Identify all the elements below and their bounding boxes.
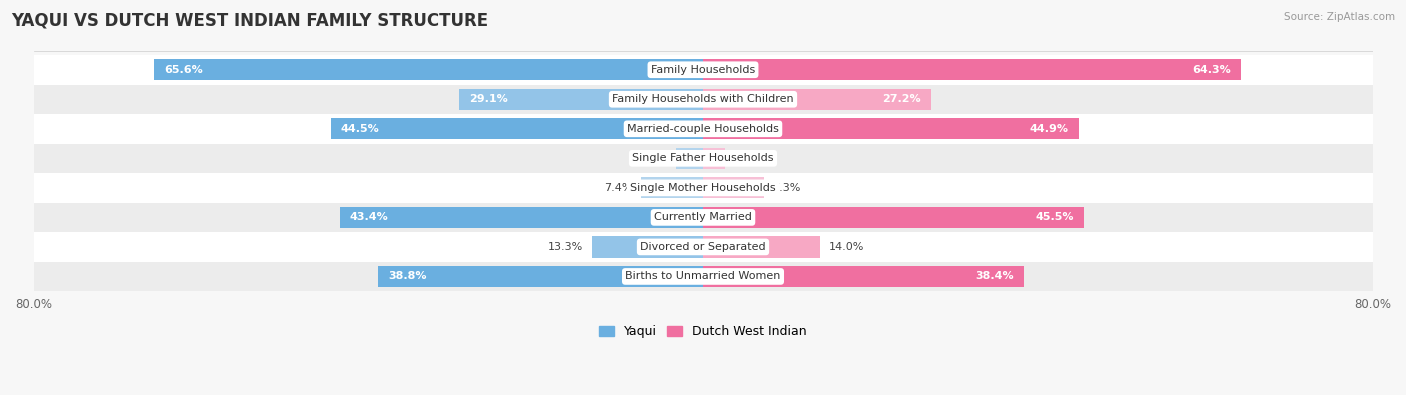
Text: 45.5%: 45.5% xyxy=(1035,213,1074,222)
Bar xyxy=(460,88,703,110)
Text: 43.4%: 43.4% xyxy=(350,213,388,222)
Bar xyxy=(155,59,703,80)
Bar xyxy=(703,236,820,258)
Text: 13.3%: 13.3% xyxy=(548,242,583,252)
Bar xyxy=(703,88,931,110)
Bar xyxy=(703,207,1084,228)
Bar xyxy=(340,207,703,228)
Text: 3.2%: 3.2% xyxy=(640,153,668,163)
Text: 38.8%: 38.8% xyxy=(388,271,427,282)
Text: 29.1%: 29.1% xyxy=(470,94,508,104)
Bar xyxy=(34,261,1372,291)
Bar xyxy=(703,177,763,199)
Text: YAQUI VS DUTCH WEST INDIAN FAMILY STRUCTURE: YAQUI VS DUTCH WEST INDIAN FAMILY STRUCT… xyxy=(11,12,488,30)
Text: Family Households with Children: Family Households with Children xyxy=(612,94,794,104)
Text: 44.5%: 44.5% xyxy=(340,124,380,134)
Bar xyxy=(703,118,1078,139)
Text: Family Households: Family Households xyxy=(651,65,755,75)
Text: Married-couple Households: Married-couple Households xyxy=(627,124,779,134)
Bar xyxy=(676,148,703,169)
Bar xyxy=(378,266,703,287)
Text: 7.3%: 7.3% xyxy=(772,183,801,193)
Text: 14.0%: 14.0% xyxy=(828,242,863,252)
Text: Births to Unmarried Women: Births to Unmarried Women xyxy=(626,271,780,282)
Text: 27.2%: 27.2% xyxy=(882,94,921,104)
Bar xyxy=(34,232,1372,261)
Bar xyxy=(641,177,703,199)
Bar xyxy=(703,266,1025,287)
Bar xyxy=(34,85,1372,114)
Bar xyxy=(703,59,1241,80)
Text: 7.4%: 7.4% xyxy=(605,183,633,193)
Bar xyxy=(34,203,1372,232)
Text: 65.6%: 65.6% xyxy=(165,65,202,75)
Text: Single Mother Households: Single Mother Households xyxy=(630,183,776,193)
Text: Currently Married: Currently Married xyxy=(654,213,752,222)
Bar xyxy=(34,55,1372,85)
Text: 2.6%: 2.6% xyxy=(733,153,762,163)
Bar xyxy=(34,143,1372,173)
Text: Divorced or Separated: Divorced or Separated xyxy=(640,242,766,252)
Bar xyxy=(34,173,1372,203)
Text: 38.4%: 38.4% xyxy=(976,271,1014,282)
Text: Single Father Households: Single Father Households xyxy=(633,153,773,163)
Bar xyxy=(330,118,703,139)
Bar xyxy=(703,148,724,169)
Bar xyxy=(592,236,703,258)
Bar xyxy=(34,114,1372,143)
Text: 44.9%: 44.9% xyxy=(1029,124,1069,134)
Text: 64.3%: 64.3% xyxy=(1192,65,1232,75)
Legend: Yaqui, Dutch West Indian: Yaqui, Dutch West Indian xyxy=(595,320,811,343)
Text: Source: ZipAtlas.com: Source: ZipAtlas.com xyxy=(1284,12,1395,22)
